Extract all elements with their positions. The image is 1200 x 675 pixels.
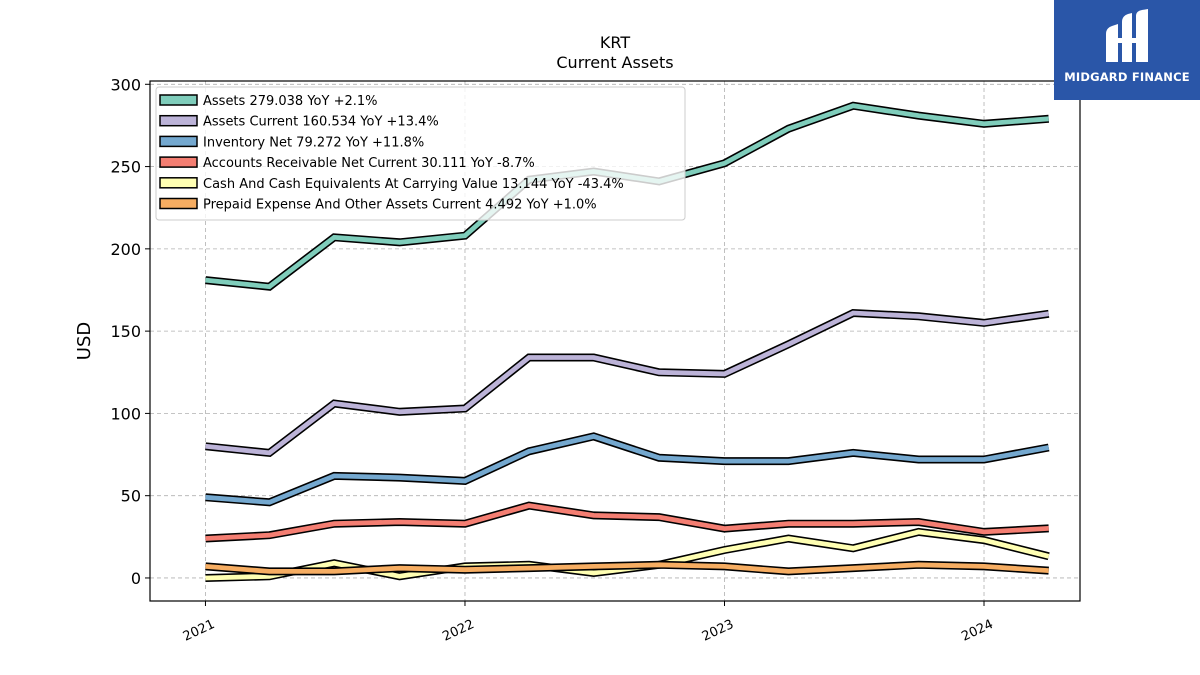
legend: Assets 279.038 YoY +2.1% Assets Current 1… xyxy=(155,86,686,221)
series-line-4 xyxy=(205,501,1049,543)
legend-swatch xyxy=(159,177,198,189)
legend-swatch xyxy=(159,197,198,210)
legend-swatch xyxy=(159,114,198,127)
y-tick-label: 0 xyxy=(131,569,141,588)
series-line-3 xyxy=(205,432,1050,507)
y-tick-label: 300 xyxy=(110,75,141,94)
x-axis: 2021 2022 2023 2024 xyxy=(181,601,996,645)
logo-text: MIDGARD FINANCE xyxy=(1064,70,1190,84)
legend-item: Accounts Receivable Net Current 30.111 Y… xyxy=(159,156,535,171)
legend-swatch xyxy=(159,156,198,168)
y-tick-label: 150 xyxy=(110,322,141,341)
chart-subtitle: Current Assets xyxy=(556,53,673,72)
x-tick-label: 2023 xyxy=(700,617,736,645)
legend-item: Assets 279.038 YoY +2.1% xyxy=(159,94,378,109)
legend-item: Prepaid Expense And Other Assets Current… xyxy=(159,197,597,213)
legend-box xyxy=(155,86,686,221)
y-tick-label: 100 xyxy=(110,404,141,423)
legend-label: Cash And Cash Equivalents At Carrying Va… xyxy=(203,177,624,192)
y-axis: 0 50 100 150 200 250 300 xyxy=(110,75,150,588)
legend-label: Inventory Net 79.272 YoY +11.8% xyxy=(203,135,424,150)
x-tick-label: 2021 xyxy=(181,617,217,645)
legend-swatch xyxy=(159,135,198,148)
y-axis-label: USD xyxy=(74,322,95,360)
series-line-2 xyxy=(205,308,1050,458)
legend-label: Assets 279.038 YoY +2.1% xyxy=(203,94,378,109)
series-stroke xyxy=(205,562,1049,574)
series-stroke xyxy=(205,310,1050,456)
chart-title: KRT xyxy=(600,33,630,52)
plot-frame xyxy=(149,80,1081,602)
midgard-logo-icon xyxy=(1106,9,1148,62)
legend-item: Assets Current 160.534 YoY +13.4% xyxy=(159,114,439,130)
legend-label: Prepaid Expense And Other Assets Current… xyxy=(203,198,597,213)
legend-swatch xyxy=(159,94,198,106)
legend-item: Inventory Net 79.272 YoY +11.8% xyxy=(159,135,424,150)
x-tick-label: 2022 xyxy=(440,617,476,645)
series-line-6 xyxy=(205,560,1049,576)
y-tick-label: 250 xyxy=(110,158,141,177)
series-stroke xyxy=(205,503,1049,541)
midgard-finance-logo: MIDGARD FINANCE xyxy=(1054,0,1200,100)
legend-item: Cash And Cash Equivalents At Carrying Va… xyxy=(159,177,624,192)
y-tick-label: 200 xyxy=(110,240,141,259)
y-tick-label: 50 xyxy=(121,487,141,506)
x-tick-label: 2024 xyxy=(959,617,995,645)
series-outline xyxy=(205,308,1050,458)
legend-label: Assets Current 160.534 YoY +13.4% xyxy=(203,115,439,130)
legend-label: Accounts Receivable Net Current 30.111 Y… xyxy=(203,156,535,171)
series-lines xyxy=(205,101,1050,582)
series-stroke xyxy=(205,433,1050,505)
